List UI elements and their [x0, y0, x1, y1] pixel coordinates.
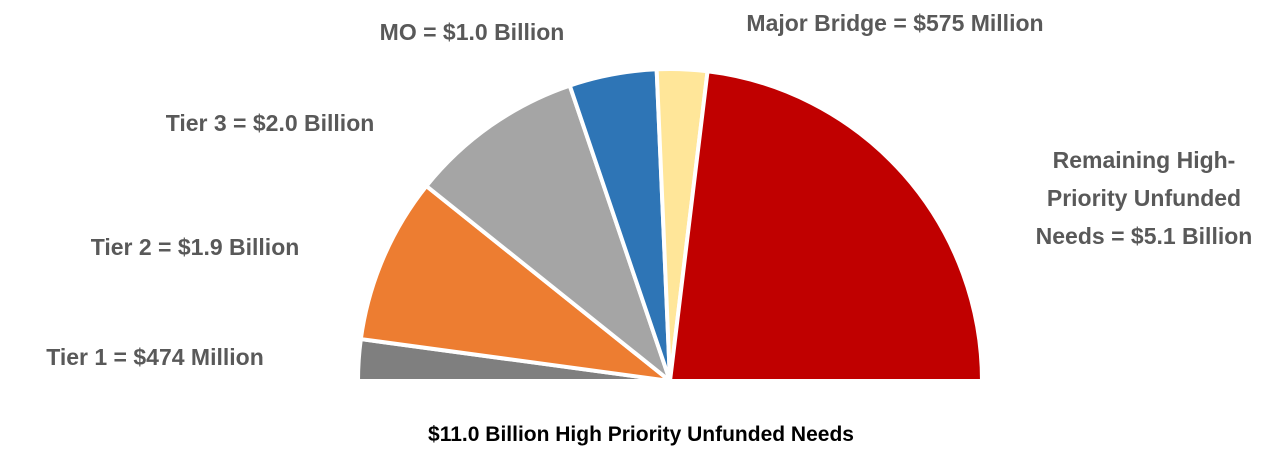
chart-title: $11.0 Billion High Priority Unfunded Nee…	[428, 423, 854, 446]
chart-slices	[356, 67, 984, 383]
slice-label-line: MO = $1.0 Billion	[380, 19, 565, 45]
slice-label-tier-3: Tier 3 = $2.0 Billion	[166, 110, 375, 136]
slice-tier-3	[424, 83, 672, 383]
chart-slice-labels: Tier 1 = $474 Million Tier 2 = $1.9 Billi…	[46, 10, 1252, 370]
slice-label-tier-2: Tier 2 = $1.9 Billion	[91, 234, 300, 260]
slice-label-line: Tier 2 = $1.9 Billion	[91, 234, 300, 260]
slice-remaining-needs	[668, 69, 984, 383]
slice-label-line: Priority Unfunded	[1047, 185, 1241, 211]
slice-label-line: Tier 1 = $474 Million	[46, 344, 264, 370]
slice-tier-2	[358, 184, 672, 383]
slice-label-line: Major Bridge = $575 Million	[746, 10, 1043, 36]
slice-label-major-bridge: Major Bridge = $575 Million	[746, 10, 1043, 36]
slice-label-line: Tier 3 = $2.0 Billion	[166, 110, 375, 136]
slice-label-line: Remaining High-	[1053, 147, 1236, 173]
slice-label-mo: MO = $1.0 Billion	[380, 19, 565, 45]
slice-label-remaining-needs: Remaining High- Priority Unfunded Needs = …	[1036, 147, 1253, 249]
slice-label-line: Needs = $5.1 Billion	[1036, 223, 1253, 249]
slice-label-tier-1: Tier 1 = $474 Million	[46, 344, 264, 370]
